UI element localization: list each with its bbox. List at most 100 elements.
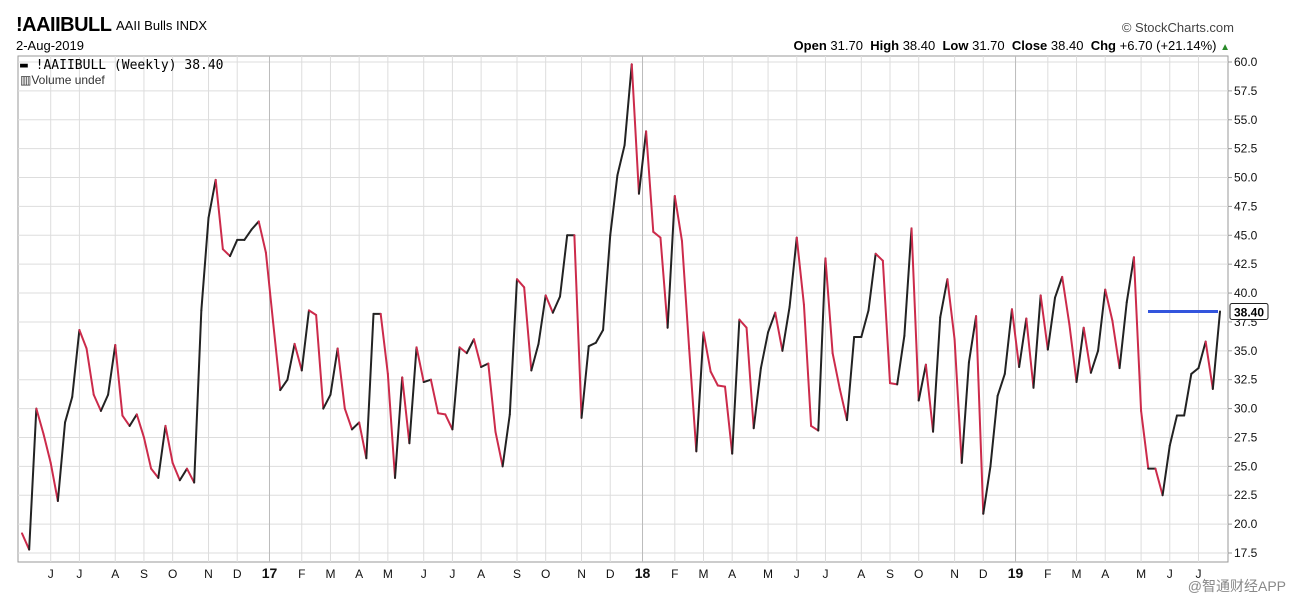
series-segment: [329, 347, 339, 396]
series-segment: [795, 236, 805, 306]
x-axis: J J A S O N D 17 F M A M J J A S O N D 18 F M A M J J A S O N D 19 F M A M J…: [48, 565, 1202, 581]
series-segment: [1197, 340, 1207, 370]
series-segment: [781, 305, 791, 352]
watermark: @智通财经APP: [1187, 578, 1286, 594]
series-segment: [214, 178, 224, 251]
x-tick-label: 17: [262, 565, 278, 581]
series-segment: [422, 378, 432, 384]
series-segment: [724, 385, 734, 455]
legend-series-label: !AAIIBULL (Weekly) 38.40: [35, 58, 224, 73]
series-segment: [465, 338, 475, 355]
series-segment: [71, 329, 81, 399]
open-label: Open: [793, 38, 827, 53]
open-value: 31.70: [830, 38, 863, 53]
series-segment: [666, 195, 676, 329]
series-segment: [408, 346, 418, 445]
x-tick-label: J: [449, 567, 455, 581]
series-segment: [1075, 326, 1085, 384]
series-segment: [759, 331, 770, 370]
series-segment: [1010, 308, 1021, 368]
y-tick-label: 25.0: [1234, 459, 1258, 473]
series-segment: [602, 234, 612, 332]
close-label: Close: [1011, 38, 1048, 53]
x-tick-label: N: [204, 567, 213, 581]
series-segment: [21, 532, 31, 551]
series-segment: [135, 413, 145, 439]
series-segment: [838, 387, 848, 422]
series-segment: [315, 314, 325, 410]
series-segment: [731, 318, 741, 455]
series-segment: [487, 362, 497, 433]
series-segment: [501, 413, 511, 468]
brand-label: © StockCharts.com: [1121, 20, 1234, 35]
low-label: Low: [942, 38, 969, 53]
series-segment: [881, 259, 892, 385]
series-segment: [142, 436, 153, 470]
x-tick-label: N: [950, 567, 959, 581]
series-segment: [709, 370, 719, 387]
series-segment: [623, 63, 633, 147]
x-tick-label: F: [671, 567, 678, 581]
series-segment: [845, 335, 856, 422]
series-segment: [164, 424, 174, 464]
series-segment: [559, 234, 569, 298]
series-segment: [114, 344, 124, 417]
y-tick-label: 27.5: [1234, 430, 1258, 444]
x-tick-label: A: [728, 567, 736, 581]
series-segment: [350, 421, 361, 431]
series-segment: [35, 407, 45, 436]
series-segment: [580, 345, 590, 419]
series-segment: [1089, 349, 1100, 374]
y-tick-label: 47.5: [1234, 199, 1258, 213]
series-segment: [444, 413, 454, 431]
series-segment: [56, 421, 67, 503]
x-tick-label: S: [513, 567, 521, 581]
series-segment: [107, 344, 117, 396]
series-segment: [1068, 323, 1078, 384]
chart-date: 2-Aug-2019: [16, 38, 84, 53]
series-segment: [910, 227, 920, 402]
close-value: 38.40: [1050, 38, 1084, 53]
series-segment: [379, 312, 389, 375]
series-segment: [28, 407, 38, 551]
series-segment: [688, 347, 698, 453]
series-segment: [1039, 294, 1049, 351]
x-tick-label: O: [914, 567, 923, 581]
series-segment: [250, 220, 260, 231]
series-segment: [272, 320, 282, 392]
series-segment: [659, 236, 669, 329]
series-segment: [544, 294, 554, 314]
series-segment: [867, 252, 877, 312]
series-segment: [437, 412, 447, 416]
x-tick-label: M: [1136, 567, 1146, 581]
series-segment: [1211, 310, 1221, 390]
x-tick-label: D: [233, 567, 242, 581]
y-tick-label: 57.5: [1234, 84, 1258, 98]
series-segment: [207, 178, 217, 219]
series-segment: [903, 227, 913, 337]
y-tick-label: 52.5: [1234, 142, 1258, 156]
x-tick-label: A: [477, 567, 485, 581]
series-segment: [1190, 367, 1200, 375]
series-segment: [458, 346, 468, 355]
series-segment: [185, 467, 196, 484]
series-segment: [365, 312, 375, 460]
plot-frame: [17, 55, 1229, 563]
series-segment: [472, 338, 483, 368]
series-segment: [551, 295, 562, 314]
x-tick-label: S: [886, 567, 894, 581]
x-tick-label: M: [698, 567, 708, 581]
series-segment: [702, 331, 712, 373]
volume-label: Volume undef: [31, 73, 105, 87]
series-segment: [42, 433, 52, 464]
y-tick-label: 20.0: [1234, 517, 1258, 531]
series-segment: [802, 303, 813, 427]
legend-line-icon: ▬: [20, 58, 28, 73]
series-segment: [831, 352, 841, 390]
series-segment: [64, 396, 74, 424]
series-segment: [1168, 414, 1178, 447]
series-segment: [917, 363, 927, 402]
last-value-text: 38.40: [1234, 306, 1264, 320]
series-segment: [1032, 294, 1042, 389]
series-segment: [300, 309, 310, 372]
